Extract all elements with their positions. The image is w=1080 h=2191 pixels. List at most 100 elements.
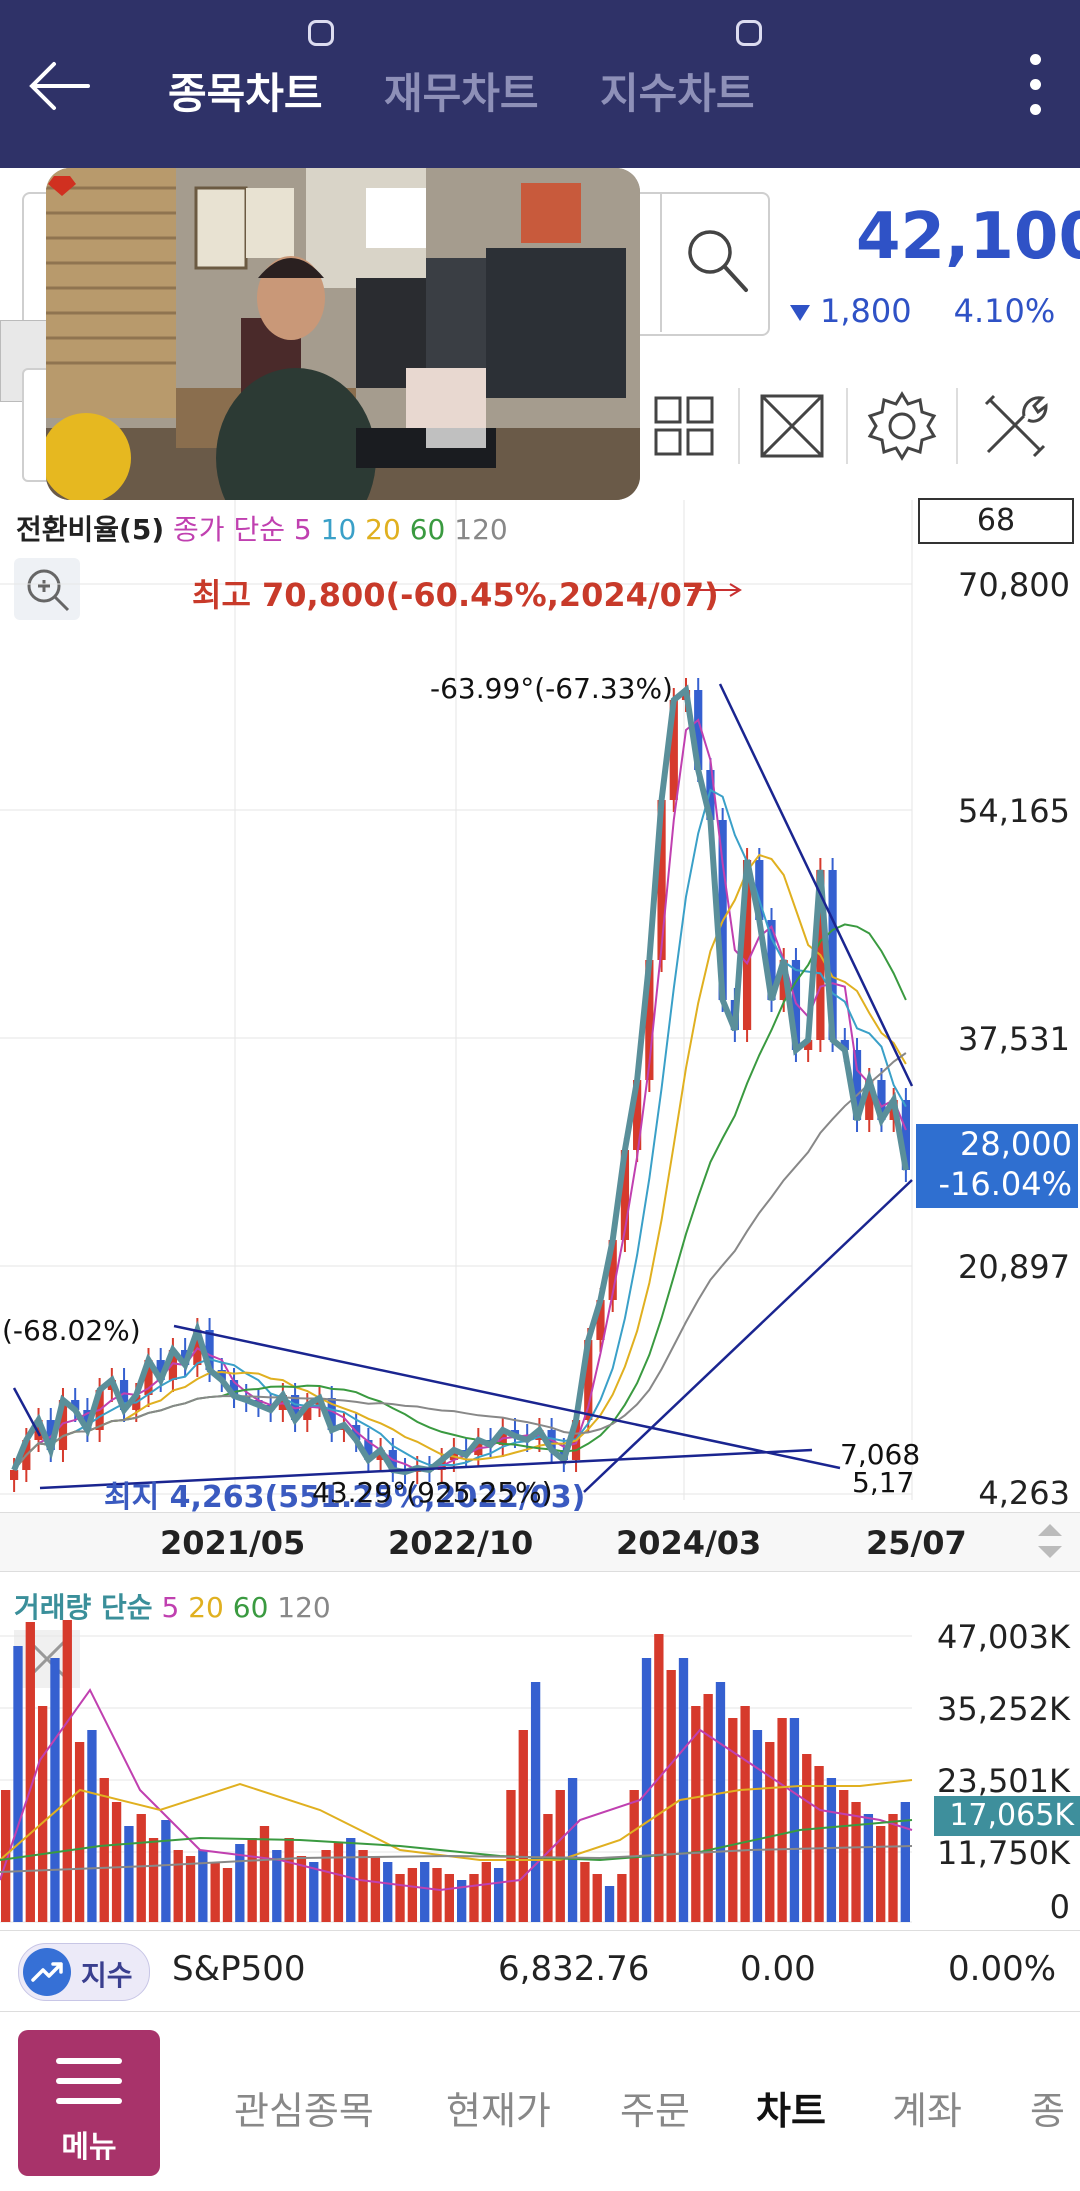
volume-bar: [136, 1814, 146, 1922]
tab-stock-chart[interactable]: 종목차트: [168, 69, 323, 118]
video-overlay[interactable]: [46, 168, 640, 500]
index-ticker-bar[interactable]: 지수 S&P500 6,832.76 0.00 0.00%: [0, 1930, 1080, 2012]
moving-average-line: [13, 788, 907, 1471]
price-chart[interactable]: [0, 490, 1080, 1530]
nav-order[interactable]: 주문: [620, 2089, 690, 2133]
more-menu-icon[interactable]: [1022, 54, 1048, 120]
candle: [168, 1350, 178, 1380]
y-axis-label: 4,263: [978, 1474, 1070, 1512]
candle: [633, 1080, 642, 1150]
layout-grid-icon[interactable]: [646, 388, 722, 464]
volume-chart[interactable]: [0, 1620, 920, 1926]
candle: [119, 1380, 129, 1410]
nav-watchlist[interactable]: 관심종목: [234, 2089, 374, 2133]
volume-bar: [580, 1862, 590, 1922]
candle: [229, 1380, 239, 1396]
volume-bar: [839, 1790, 849, 1922]
candle: [217, 1370, 226, 1380]
volume-bar: [50, 1658, 60, 1922]
indicator-legend: 전환비율(5) 종가 단순 5 10 20 60 120: [16, 508, 508, 548]
index-toggle-button[interactable]: 지수: [18, 1943, 150, 2001]
back-arrow-icon[interactable]: [28, 58, 92, 114]
tab-index-chart[interactable]: 지수차트: [600, 69, 755, 118]
candle: [804, 1040, 813, 1050]
x-axis-bar: [0, 1512, 1080, 1572]
volume-bar: [703, 1694, 713, 1922]
candle: [303, 1405, 312, 1420]
volume-y-label: 47,003K: [937, 1618, 1070, 1656]
menu-label: 메뉴: [61, 2130, 117, 2165]
webcam-image: [46, 168, 640, 500]
candle: [742, 860, 752, 1030]
current-price-marker: 28,000 -16.04%: [916, 1124, 1078, 1208]
copy-icon: [308, 20, 334, 46]
candle: [901, 1100, 910, 1170]
volume-bar: [358, 1850, 368, 1922]
nav-more[interactable]: 종: [1030, 2089, 1065, 2133]
nav-account[interactable]: 계좌: [892, 2089, 962, 2133]
volume-bar: [555, 1790, 565, 1922]
volume-bar: [25, 1622, 35, 1922]
x-axis-label: 2024/03: [616, 1524, 762, 1562]
candle: [71, 1400, 80, 1410]
volume-bar: [87, 1730, 97, 1922]
zoom-in-icon[interactable]: [14, 558, 80, 620]
volume-bar: [259, 1826, 270, 1922]
tools-icon[interactable]: [976, 388, 1052, 464]
volume-bar: [740, 1706, 750, 1922]
volume-bar: [765, 1742, 775, 1922]
nav-current-price[interactable]: 현재가: [446, 2089, 551, 2133]
candle: [584, 1340, 593, 1420]
volume-bar: [863, 1814, 874, 1922]
hamburger-icon: [56, 2058, 122, 2064]
candle: [205, 1330, 214, 1370]
mid-annotation: 43.29°(925.25%): [312, 1476, 553, 1509]
volume-bar: [210, 1862, 220, 1922]
candle: [877, 1080, 886, 1120]
volume-bar: [185, 1856, 196, 1922]
volume-bar: [481, 1862, 491, 1922]
volume-bar: [284, 1838, 294, 1922]
volume-bar: [62, 1620, 72, 1922]
volume-bar: [777, 1718, 787, 1922]
trend-lines: [12, 683, 914, 1493]
volume-bar: [370, 1856, 381, 1922]
volume-bar: [198, 1850, 208, 1922]
change-pct: 4.10%: [953, 292, 1056, 330]
candle: [327, 1398, 336, 1430]
fullscreen-icon[interactable]: [754, 388, 830, 464]
settings-gear-icon[interactable]: [864, 388, 940, 464]
trend-icon: [23, 1948, 71, 1996]
volume-bar: [826, 1778, 837, 1922]
volume-bar: [814, 1766, 824, 1922]
volume-bar: [444, 1874, 454, 1922]
volume-bar: [518, 1730, 528, 1922]
search-button[interactable]: [660, 192, 768, 332]
nav-chart[interactable]: 차트: [756, 2089, 826, 2133]
volume-bar: [752, 1730, 763, 1922]
period-input[interactable]: 68: [918, 498, 1074, 544]
ma-period: 60: [232, 1591, 269, 1624]
menu-button[interactable]: 메뉴: [18, 2030, 160, 2176]
ma-period: 60: [409, 513, 446, 546]
candle: [46, 1420, 55, 1450]
candle: [10, 1470, 19, 1480]
indicator-name: 전환비율(5): [16, 513, 165, 546]
volume-bar: [296, 1856, 307, 1922]
candle: [34, 1420, 43, 1440]
ma-period: 120: [277, 1591, 331, 1624]
candle: [865, 1080, 874, 1120]
ma-period: 5: [293, 513, 312, 546]
high-annotation: 최고 70,800(-60.45%,2024/07): [192, 576, 719, 614]
x-axis-label: 2022/10: [388, 1524, 534, 1562]
index-value: 6,832.76: [498, 1949, 650, 1989]
candle: [364, 1440, 373, 1460]
volume-bar: [420, 1862, 430, 1922]
resize-handle-icon[interactable]: [1032, 1518, 1068, 1564]
ma-period: 20: [365, 513, 401, 546]
candle: [657, 800, 666, 960]
candle: [669, 700, 678, 800]
candle: [791, 960, 801, 1050]
volume-bar: [666, 1670, 676, 1922]
tab-financial-chart[interactable]: 재무차트: [384, 69, 539, 118]
